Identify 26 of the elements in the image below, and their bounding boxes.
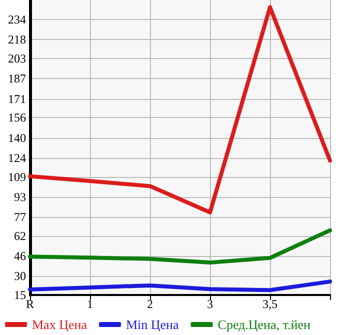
y-tick-label: 140 [8,130,26,145]
legend-label: Max Цена [32,317,88,332]
y-tick-label: 156 [8,110,26,125]
y-tick-label: 187 [8,72,26,86]
line-series [28,228,332,265]
y-tick-label: 93 [14,190,26,204]
y-tick-label: 62 [14,228,26,243]
y-tick-label: 234 [8,12,26,27]
y-tick-label: 171 [8,92,26,106]
x-tick-label: 2 [147,297,153,311]
legend-label: Min Цена [126,317,179,332]
y-tick-label: 46 [14,249,26,264]
legend-label: Сред.Цена, т.йен [218,317,310,332]
x-tick-label: 1 [87,297,93,311]
x-tick-label: 3,5 [262,297,278,311]
y-tick-label: 203 [8,52,26,66]
y-tick-label: 15 [14,288,26,302]
y-tick-label: 77 [14,210,26,224]
x-tick-label: R [26,297,34,311]
y-tick-label: 30 [14,269,26,284]
y-tick-label: 124 [8,150,26,165]
x-tick-label: 3 [207,297,213,311]
y-tick-label: 218 [8,32,26,47]
line-series [28,5,332,214]
y-tick-label: 109 [8,170,26,184]
line-series [28,280,332,292]
